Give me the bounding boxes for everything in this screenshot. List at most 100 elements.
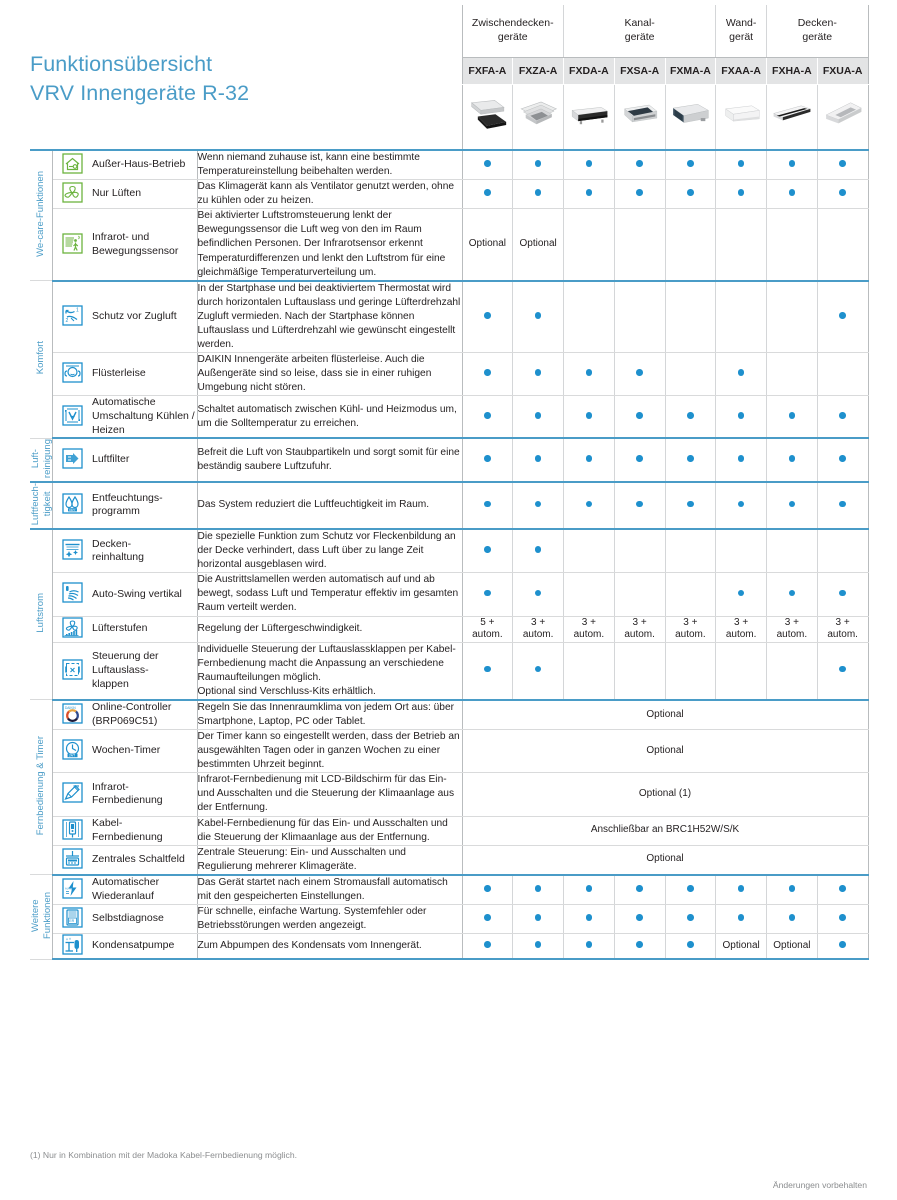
model-header-fxaa: FXAA-A: [715, 57, 767, 85]
feature-description-infrarot-fernbedienung: Infrarot-Fernbedienung mit LCD-Bildschir…: [197, 772, 463, 817]
feature-description-selbstdiagnose: Für schnelle, einfache Wartung. Systemfe…: [197, 904, 463, 935]
model-header-fxua: FXUA-A: [816, 57, 869, 85]
product-image-fxda: [563, 84, 615, 151]
product-image-fxha: [766, 84, 818, 151]
feature-name-luftfilter: Luftfilter: [92, 438, 198, 483]
draught-protection-icon: 1 2: [52, 280, 92, 354]
available-dot: [534, 500, 542, 508]
availability-nur-lüften-fxmaa: [664, 179, 716, 210]
availability-automatischer-wiederanlauf-fxsaa: [613, 874, 666, 905]
availability-kondensatpumpe-fxzaa: [512, 933, 564, 961]
svg-text:DRY: DRY: [69, 508, 75, 512]
availability-nur-lüften-fxhaa: [766, 179, 818, 210]
available-dot: [484, 665, 491, 673]
available-dot: [534, 914, 542, 921]
availability-luftfilter-fxsaa: [613, 438, 666, 483]
available-dot: [636, 369, 643, 376]
availability-lüfterstufen-fxdaa: 3 + autom.: [563, 616, 615, 643]
available-dot: [484, 160, 491, 167]
dehumidify-icon: DRY: [52, 481, 92, 531]
feature-row: Komfort 1 2 Schutz vor Zugluft In der Sta…: [30, 280, 869, 439]
availability-infrarot-und-bewegungssensor-fxuaa: [816, 208, 869, 282]
availability-infrarot-und-bewegungssensor-fxaaa: [715, 208, 767, 282]
availability-automatische-umschaltung-kühlen-heizen-fxzaa: [512, 395, 564, 440]
available-dot: [737, 589, 745, 597]
availability-außerhausbetrieb-fxmaa: [664, 150, 716, 181]
availability-luftfilter-fxdaa: [563, 438, 615, 483]
available-dot: [484, 589, 491, 597]
availability-schutz-vor-zugluft-fxdaa: [563, 280, 615, 354]
feature-name-nur-lüften: Nur Lüften: [92, 179, 198, 210]
availability-merged-zentrales-schaltfeld: Optional: [461, 845, 869, 876]
air-filter-icon: [52, 438, 92, 483]
footnote-disclaimer: Änderungen vorbehalten: [772, 1180, 867, 1190]
self-diagnosis-icon: ER: [52, 904, 92, 935]
availability-infrarot-und-bewegungssensor-fxfaa: Optional: [461, 208, 513, 282]
availability-entfeuchtungs-programm-fxzaa: [512, 481, 564, 531]
auto-restart-icon: AUTO: [52, 874, 92, 905]
available-dot: [585, 500, 593, 508]
feature-name-decken-reinhaltung: Decken-reinhaltung: [92, 529, 198, 574]
availability-merged-wochentimer: Optional: [461, 729, 869, 774]
availability-selbstdiagnose-fxhaa: [766, 904, 818, 935]
availability-flüsterleise-fxhaa: [766, 352, 818, 397]
product-image-fxza: [512, 84, 564, 151]
feature-name-wochentimer: Wochen-Timer: [92, 729, 198, 774]
feature-matrix-table: Zwischendecken-geräte Kanal-geräte Wand-…: [30, 5, 869, 961]
available-dot: [839, 312, 846, 319]
availability-luftfilter-fxuaa: [816, 438, 869, 483]
category-label-komfort: Komfort: [30, 280, 53, 439]
availability-nur-lüften-fxsaa: [613, 179, 666, 210]
available-dot: [585, 885, 593, 892]
product-image-fxma: [664, 84, 716, 151]
available-dot: [636, 455, 643, 462]
available-dot: [636, 914, 643, 921]
availability-außerhausbetrieb-fxdaa: [563, 150, 615, 181]
availability-flüsterleise-fxdaa: [563, 352, 615, 397]
availability-flüsterleise-fxuaa: [816, 352, 869, 397]
available-dot: [839, 189, 846, 196]
availability-steuerung-der-luftauslass-klappen-fxmaa: [664, 642, 716, 701]
availability-selbstdiagnose-fxsaa: [613, 904, 666, 935]
availability-lüfterstufen-fxhaa: 3 + autom.: [766, 616, 818, 643]
auto-changeover-icon: [52, 395, 92, 440]
availability-autoswing-vertikal-fxzaa: [512, 572, 564, 617]
feature-row: Zentrales Schaltfeld Zentrale Steuerung: …: [30, 845, 869, 876]
availability-außerhausbetrieb-fxhaa: [766, 150, 818, 181]
svg-text:AUTO: AUTO: [65, 886, 72, 890]
feature-description-autoswing-vertikal: Die Austrittslamellen werden automatisch…: [197, 572, 463, 617]
available-dot: [687, 500, 694, 508]
svg-text:DAIKIN: DAIKIN: [65, 706, 76, 710]
feature-row: We-care-Funktionen Außer-Haus-Betrieb Wen…: [30, 150, 869, 282]
availability-entfeuchtungs-programm-fxuaa: [816, 481, 869, 531]
available-dot: [687, 455, 694, 462]
availability-decken-reinhaltung-fxfaa: [461, 529, 513, 574]
category-label-luftfeuch-tigkeit: Luftfeuch- tigkeit: [30, 481, 53, 531]
available-dot: [484, 941, 491, 948]
available-dot: [839, 589, 846, 597]
available-dot: [839, 941, 846, 948]
feature-description-onlinecontroller-brp069c51: Regeln Sie das Innenraumklima von jedem …: [197, 699, 463, 731]
available-dot: [636, 941, 643, 948]
feature-description-automatische-umschaltung-kühlen-heizen: Schaltet automatisch zwischen Kühl- und …: [197, 395, 463, 440]
fan-speed-steps-icon: [52, 616, 92, 643]
availability-steuerung-der-luftauslass-klappen-fxsaa: [613, 642, 666, 701]
auto-swing-vertical-icon: [52, 572, 92, 617]
category-label-luftstrom: Luftstrom: [30, 529, 53, 701]
availability-schutz-vor-zugluft-fxhaa: [766, 280, 818, 354]
available-dot: [788, 412, 796, 419]
feature-name-außerhausbetrieb: Außer-Haus-Betrieb: [92, 150, 198, 181]
model-header-fxza: FXZA-A: [512, 57, 564, 85]
feature-row: Fernbedienung & Timer DAIKIN Online-Contr…: [30, 699, 869, 876]
fan-only-icon: [52, 179, 92, 210]
feature-name-onlinecontroller-brp069c51: Online-Controller (BRP069C51): [92, 699, 198, 731]
availability-steuerung-der-luftauslass-klappen-fxfaa: [461, 642, 513, 701]
availability-autoswing-vertikal-fxmaa: [664, 572, 716, 617]
category-label-fernbedienung-&-timer: Fernbedienung & Timer: [30, 699, 53, 876]
feature-row: Steuerung der Luftauslass-klappen Individ…: [30, 642, 869, 701]
available-dot: [484, 455, 491, 462]
availability-automatische-umschaltung-kühlen-heizen-fxfaa: [461, 395, 513, 440]
availability-außerhausbetrieb-fxfaa: [461, 150, 513, 181]
available-dot: [839, 914, 846, 921]
availability-kondensatpumpe-fxaaa: Optional: [715, 933, 767, 961]
